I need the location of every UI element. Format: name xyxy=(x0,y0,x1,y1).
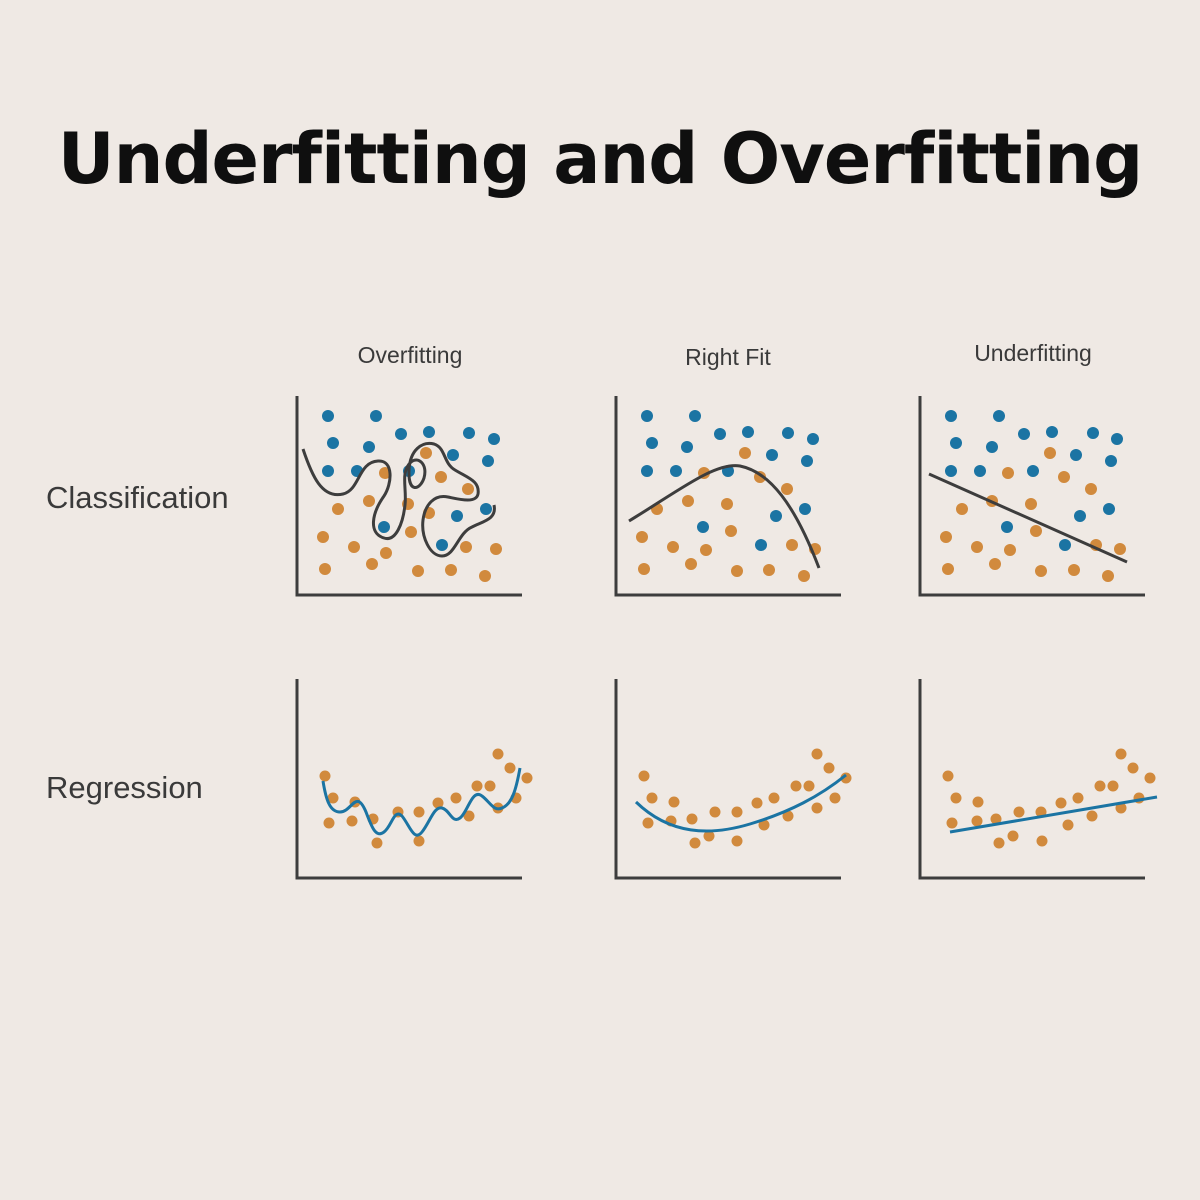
panel-regression-overfitting xyxy=(319,748,533,849)
data-points xyxy=(319,748,533,849)
panel-classification-overfitting xyxy=(301,410,502,582)
blue-points xyxy=(322,410,500,551)
blue-points xyxy=(945,410,1123,551)
column-label-overfitting: Overfitting xyxy=(357,342,463,368)
row-label-classification: Classification xyxy=(46,480,229,515)
orange-points xyxy=(940,447,1126,582)
panel-classification-right-fit xyxy=(628,410,821,582)
axis-classification-right-fit xyxy=(614,396,841,597)
regression-curve-right-fit xyxy=(634,773,847,833)
data-points xyxy=(942,748,1156,849)
axis-classification-overfitting xyxy=(295,396,522,597)
orange-points xyxy=(636,447,821,582)
decision-boundary-right-fit xyxy=(628,464,821,569)
axis-regression-underfitting xyxy=(918,679,1145,880)
axes xyxy=(295,396,1145,880)
axis-regression-right-fit xyxy=(614,679,841,880)
decision-boundary-overfit xyxy=(301,441,496,558)
regression-line-underfit xyxy=(949,795,1158,834)
panel-regression-underfitting xyxy=(942,748,1158,849)
column-label-underfitting: Underfitting xyxy=(974,340,1092,366)
regression-curve-overfit xyxy=(321,767,522,837)
page-title: Underfitting and Overfitting xyxy=(57,118,1143,200)
axis-classification-underfitting xyxy=(918,396,1145,597)
axis-regression-overfitting xyxy=(295,679,522,880)
decision-boundary-underfit xyxy=(928,472,1128,564)
column-label-right-fit: Right Fit xyxy=(685,344,771,370)
panel-regression-right-fit xyxy=(634,748,852,849)
data-points xyxy=(638,748,852,849)
row-label-regression: Regression xyxy=(46,770,203,805)
panel-classification-underfitting xyxy=(928,410,1128,582)
